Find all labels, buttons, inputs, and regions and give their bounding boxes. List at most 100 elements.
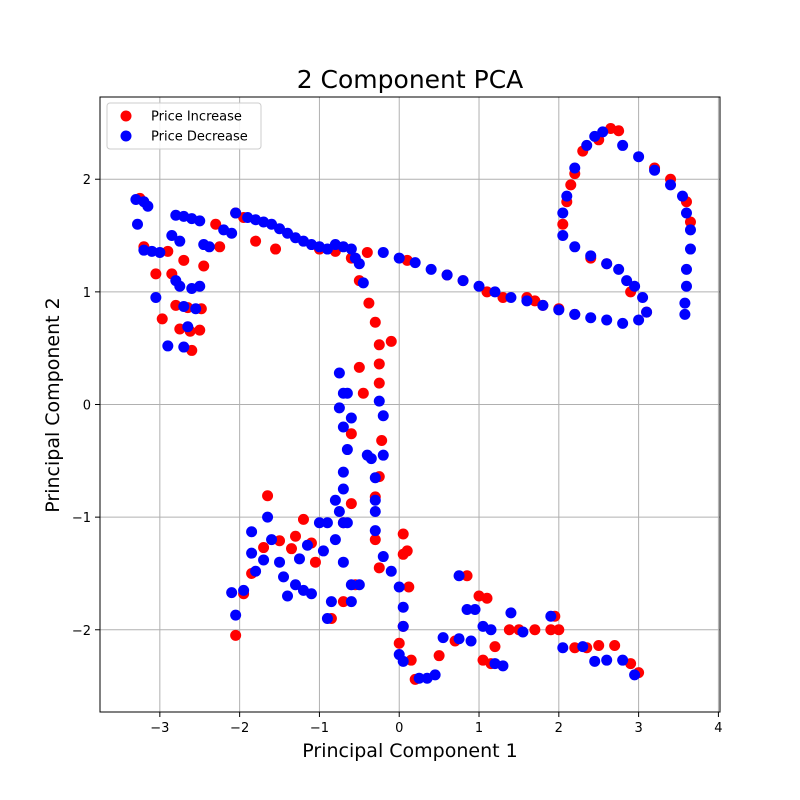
- data-point: [357, 387, 369, 399]
- data-point: [341, 444, 353, 456]
- data-point: [369, 506, 381, 518]
- data-point: [385, 335, 397, 347]
- data-point: [278, 571, 290, 583]
- data-point: [154, 246, 166, 258]
- data-point: [393, 252, 405, 264]
- x-tick-label: −1: [310, 721, 329, 736]
- data-point: [553, 304, 565, 316]
- data-point: [593, 640, 605, 652]
- data-point: [393, 581, 405, 593]
- data-point: [569, 308, 581, 320]
- data-point: [641, 306, 653, 318]
- x-tick-label: 4: [714, 721, 722, 736]
- data-point: [521, 295, 533, 307]
- data-point: [585, 250, 597, 262]
- data-point: [282, 227, 294, 239]
- data-point: [601, 258, 613, 270]
- data-point: [425, 263, 437, 275]
- data-point: [274, 556, 286, 568]
- data-point: [684, 216, 696, 228]
- data-point: [601, 654, 613, 666]
- data-point: [373, 358, 385, 370]
- data-point: [238, 584, 250, 596]
- data-point: [613, 263, 625, 275]
- data-point: [373, 562, 385, 574]
- data-point: [497, 291, 509, 303]
- data-point: [679, 308, 691, 320]
- data-point: [617, 654, 629, 666]
- data-point: [481, 286, 493, 298]
- data-point: [569, 162, 581, 174]
- data-point: [557, 642, 569, 654]
- legend-box: [106, 102, 262, 150]
- data-point: [353, 579, 365, 591]
- data-point: [203, 241, 215, 253]
- data-point: [377, 410, 389, 422]
- data-point: [465, 635, 477, 647]
- legend-marker: [120, 130, 132, 142]
- data-point: [132, 218, 144, 230]
- data-point: [529, 295, 541, 307]
- data-point: [376, 435, 388, 447]
- data-point: [503, 624, 515, 636]
- data-point: [329, 534, 341, 546]
- data-point: [341, 387, 353, 399]
- x-tick-label: −3: [150, 721, 169, 736]
- data-point: [489, 286, 501, 298]
- data-point: [680, 263, 692, 275]
- data-point: [684, 224, 696, 236]
- data-point: [321, 243, 333, 255]
- data-point: [337, 483, 349, 495]
- data-point: [262, 511, 274, 523]
- data-point: [545, 610, 557, 622]
- data-point: [270, 243, 282, 255]
- data-point: [353, 361, 365, 373]
- data-point: [365, 453, 377, 465]
- data-point: [597, 126, 609, 138]
- data-point: [258, 554, 270, 566]
- data-point: [345, 428, 357, 440]
- legend-label: Price Decrease: [151, 130, 248, 145]
- data-point: [485, 624, 497, 636]
- data-point: [226, 587, 238, 599]
- data-point: [453, 633, 465, 645]
- data-point: [397, 620, 409, 632]
- data-point: [250, 565, 262, 577]
- data-point: [369, 316, 381, 328]
- data-point: [481, 592, 493, 604]
- data-point: [321, 517, 333, 529]
- data-point: [309, 556, 321, 568]
- series-1: [130, 126, 696, 684]
- data-point: [289, 530, 301, 542]
- data-point: [589, 130, 601, 142]
- data-point: [609, 640, 621, 652]
- data-point: [226, 227, 238, 239]
- data-point: [333, 506, 345, 518]
- data-point: [337, 596, 349, 608]
- data-point: [461, 570, 473, 582]
- y-tick-label: 2: [83, 173, 91, 188]
- data-point: [553, 624, 565, 636]
- data-point: [174, 235, 186, 247]
- data-point: [345, 498, 357, 510]
- data-point: [230, 629, 242, 641]
- data-point: [246, 547, 258, 559]
- data-point: [397, 601, 409, 613]
- data-point: [182, 321, 194, 333]
- data-point: [679, 297, 691, 309]
- data-point: [441, 269, 453, 281]
- data-point: [321, 613, 333, 625]
- data-point: [156, 313, 168, 325]
- data-point: [537, 299, 549, 311]
- data-point: [409, 257, 421, 269]
- data-point: [345, 579, 357, 591]
- data-point: [333, 402, 345, 414]
- data-point: [433, 650, 445, 662]
- data-point: [577, 641, 589, 653]
- data-point: [162, 340, 174, 352]
- data-point: [329, 494, 341, 506]
- data-point: [461, 604, 473, 615]
- data-point: [369, 534, 381, 546]
- x-axis-label: Principal Component 1: [302, 740, 517, 762]
- data-point: [684, 243, 696, 255]
